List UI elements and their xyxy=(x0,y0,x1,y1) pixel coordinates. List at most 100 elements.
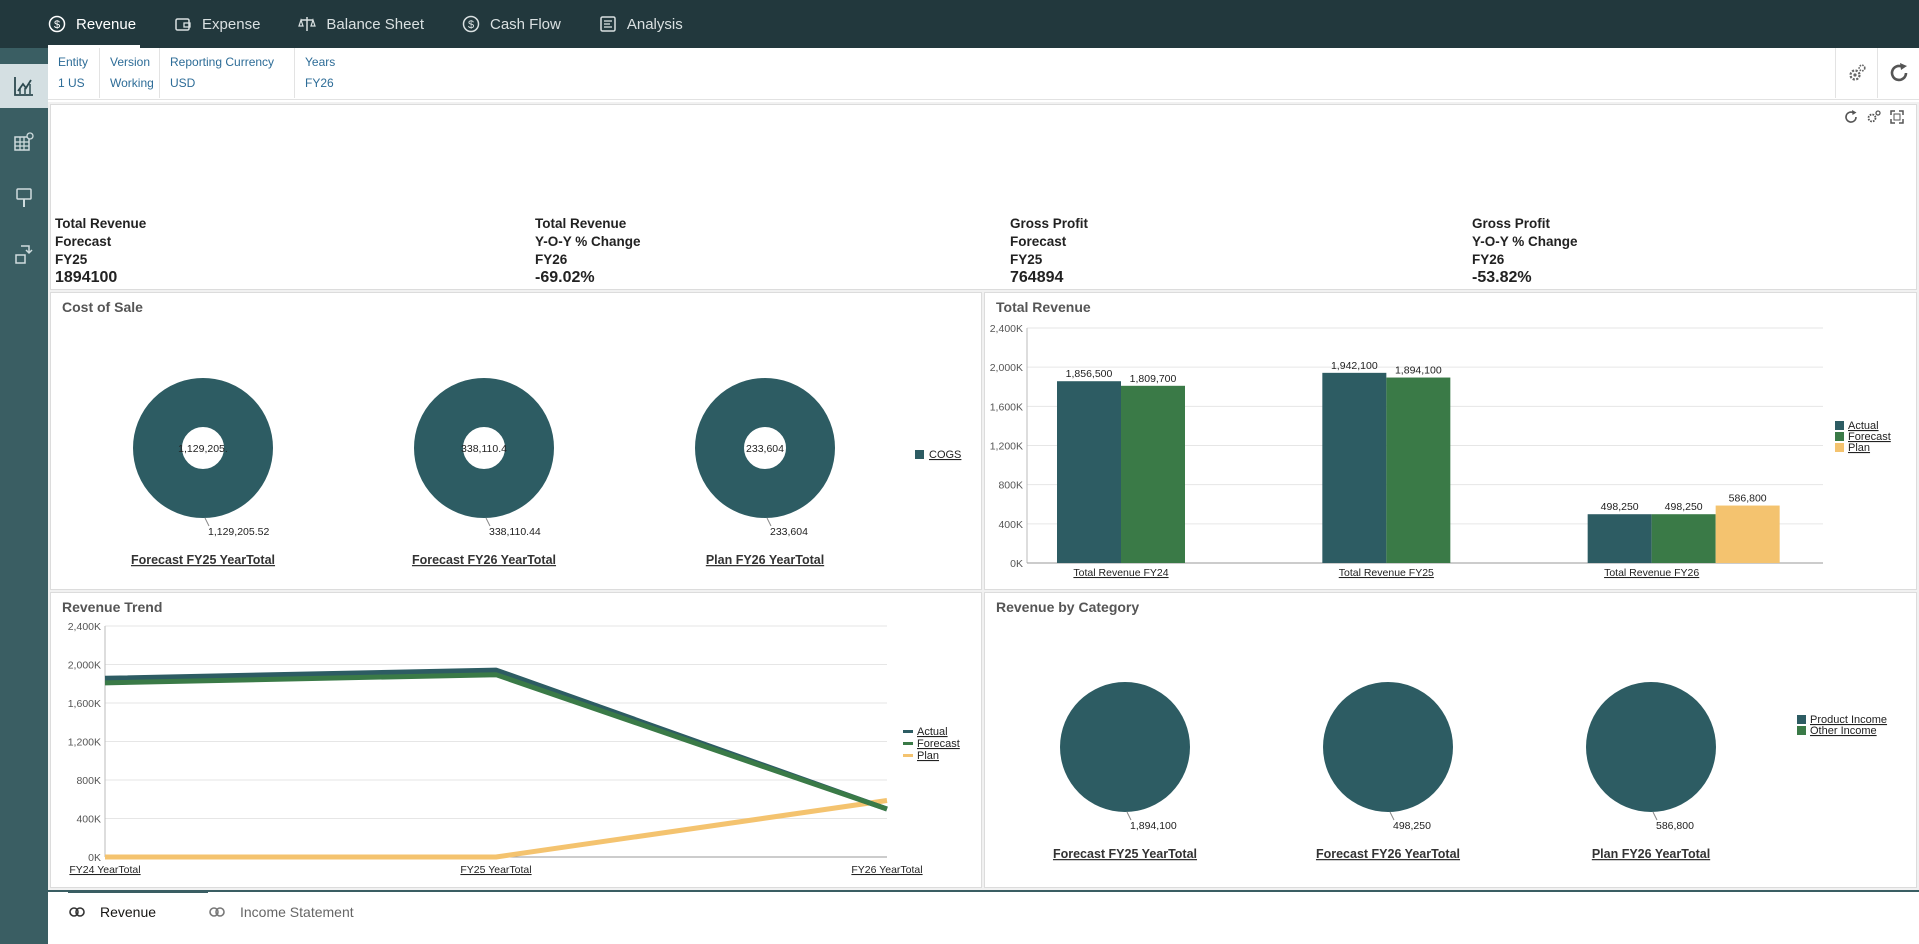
kpi-value: 1894100 xyxy=(55,269,118,286)
bar-forecast[interactable] xyxy=(1651,514,1716,563)
legend-item[interactable]: Forecast xyxy=(917,738,960,750)
side-rail xyxy=(0,48,48,944)
cost-of-sale-panel: Cost of Sale 1,129,205. 1,129,205.52 Forec… xyxy=(50,292,982,590)
rail-annotate-button[interactable] xyxy=(0,176,48,220)
pie-slice[interactable] xyxy=(1586,682,1716,812)
pie-slice[interactable] xyxy=(133,378,273,518)
bar-actual[interactable] xyxy=(1587,514,1652,563)
bar-data-label: 1,894,100 xyxy=(1395,365,1442,377)
pov-version-value[interactable]: Working xyxy=(110,76,154,90)
legend-swatch xyxy=(915,450,924,459)
pie-slice[interactable] xyxy=(1323,682,1453,812)
bar-forecast[interactable] xyxy=(1386,377,1451,563)
rail-workflow-button[interactable] xyxy=(0,232,48,276)
kpi-line: FY26 xyxy=(535,252,568,267)
bar-actual[interactable] xyxy=(1322,372,1387,563)
kpi-value: -69.02% xyxy=(535,269,595,286)
kpi-value: -53.82% xyxy=(1472,269,1532,286)
line-actual[interactable] xyxy=(104,667,888,812)
pov-refresh-button[interactable] xyxy=(1877,48,1919,98)
pov-entity-value[interactable]: 1 US xyxy=(58,76,85,90)
pov-years-value[interactable]: FY26 xyxy=(305,76,334,90)
link-icon xyxy=(209,907,225,917)
legend-swatch xyxy=(903,730,913,733)
maximize-icon[interactable] xyxy=(1890,110,1904,124)
pie-caption[interactable]: Plan FY26 YearTotal xyxy=(706,553,824,567)
rail-grid-settings-button[interactable] xyxy=(0,120,48,164)
y-tick-label: 800K xyxy=(998,480,1023,492)
rail-dashboard-button[interactable] xyxy=(0,64,48,108)
line-plan[interactable] xyxy=(105,798,888,860)
x-tick-label[interactable]: Total Revenue FY24 xyxy=(1073,567,1168,579)
legend-item[interactable]: Actual xyxy=(1848,420,1879,432)
pie-caption[interactable]: Forecast FY25 YearTotal xyxy=(1053,847,1197,861)
wallet-icon xyxy=(175,18,191,31)
pie-slice[interactable] xyxy=(695,378,835,518)
kpi-line: Y-O-Y % Change xyxy=(535,234,641,249)
cost-of-sale-chart: 1,129,205. 1,129,205.52 Forecast FY25 Year… xyxy=(131,378,961,567)
bottom-tab-revenue[interactable]: Revenue xyxy=(68,890,208,930)
y-tick-label: 400K xyxy=(76,814,101,826)
legend-item[interactable]: Plan xyxy=(1848,442,1870,454)
bar-forecast[interactable] xyxy=(1121,385,1185,563)
x-tick-label[interactable]: FY25 YearTotal xyxy=(460,864,531,876)
bottom-tab-income-statement[interactable]: Income Statement xyxy=(208,892,408,932)
pov-version[interactable]: Version Working xyxy=(100,48,160,98)
kpi-value: 764894 xyxy=(1010,269,1064,286)
panel-title: Cost of Sale xyxy=(62,299,143,315)
legend-item[interactable]: Product Income xyxy=(1810,714,1887,726)
pov-reporting-currency[interactable]: Reporting Currency USD xyxy=(160,48,295,98)
legend-item[interactable]: Forecast xyxy=(1848,431,1891,443)
legend-item[interactable]: Actual xyxy=(917,726,948,738)
pie-center-label: 1,129,205. xyxy=(178,443,228,455)
x-tick-label[interactable]: Total Revenue FY26 xyxy=(1604,567,1699,579)
kpi-line: Gross Profit xyxy=(1472,216,1551,231)
pie-slice[interactable] xyxy=(414,378,554,518)
tab-cash-flow-label: Cash Flow xyxy=(490,15,561,33)
kpi-line: Gross Profit xyxy=(1010,216,1089,231)
bar-plan[interactable] xyxy=(1715,505,1780,563)
x-tick-label[interactable]: FY24 YearTotal xyxy=(69,864,140,876)
pie-caption[interactable]: Forecast FY25 YearTotal xyxy=(131,553,275,567)
kpi-gross-profit-forecast: Gross Profit Forecast FY25 764894 xyxy=(1010,215,1088,287)
tab-expense[interactable]: Expense xyxy=(174,0,260,48)
pov-actions xyxy=(1835,48,1919,98)
gears-icon[interactable] xyxy=(1866,110,1882,124)
pov-currency-label: Reporting Currency xyxy=(170,55,275,69)
pie-caption[interactable]: Forecast FY26 YearTotal xyxy=(412,553,556,567)
pov-currency-value[interactable]: USD xyxy=(170,76,196,90)
bar-data-label: 498,250 xyxy=(1601,501,1639,513)
y-tick-label: 2,400K xyxy=(68,621,101,633)
leader-line xyxy=(1652,811,1658,821)
refresh-icon[interactable] xyxy=(1844,110,1858,124)
x-tick-label[interactable]: FY26 YearTotal xyxy=(851,864,922,876)
pov-years[interactable]: Years FY26 xyxy=(295,48,355,98)
tab-cash-flow[interactable]: $ Cash Flow xyxy=(462,0,561,48)
kpi-line: Total Revenue xyxy=(535,216,627,231)
refresh-icon xyxy=(1890,63,1907,82)
pie-slice[interactable] xyxy=(1060,682,1190,812)
legend-item[interactable]: COGS xyxy=(929,449,961,461)
revenue-trend-chart: 0K 400K 800K 1,200K 1,600K 2,000K 2,400K FY24 Y… xyxy=(68,621,960,876)
legend-item[interactable]: Other Income xyxy=(1810,725,1877,737)
legend-swatch xyxy=(1797,726,1806,735)
tab-revenue[interactable]: $ Revenue xyxy=(48,0,141,48)
legend-item[interactable]: Plan xyxy=(917,750,939,762)
dashboard: Total Revenue Forecast FY25 1894100 Tota… xyxy=(48,102,1919,890)
pie-caption[interactable]: Forecast FY26 YearTotal xyxy=(1316,847,1460,861)
legend-swatch xyxy=(1797,715,1806,724)
line-chart-icon xyxy=(14,77,33,96)
tab-analysis[interactable]: Analysis xyxy=(599,0,683,48)
pie-caption[interactable]: Plan FY26 YearTotal xyxy=(1592,847,1710,861)
pie-value-label: 1,129,205.52 xyxy=(208,526,269,538)
y-tick-label: 2,000K xyxy=(68,660,101,672)
x-tick-label[interactable]: Total Revenue FY25 xyxy=(1339,567,1434,579)
dollar-flow-icon: $ xyxy=(462,15,480,33)
line-forecast[interactable] xyxy=(104,672,888,812)
bar-actual[interactable] xyxy=(1057,381,1121,563)
tab-balance-sheet[interactable]: Balance Sheet xyxy=(298,0,424,48)
panel-title: Total Revenue xyxy=(996,299,1091,315)
pov-entity[interactable]: Entity 1 US xyxy=(48,48,100,98)
pov-settings-button[interactable] xyxy=(1835,48,1877,98)
